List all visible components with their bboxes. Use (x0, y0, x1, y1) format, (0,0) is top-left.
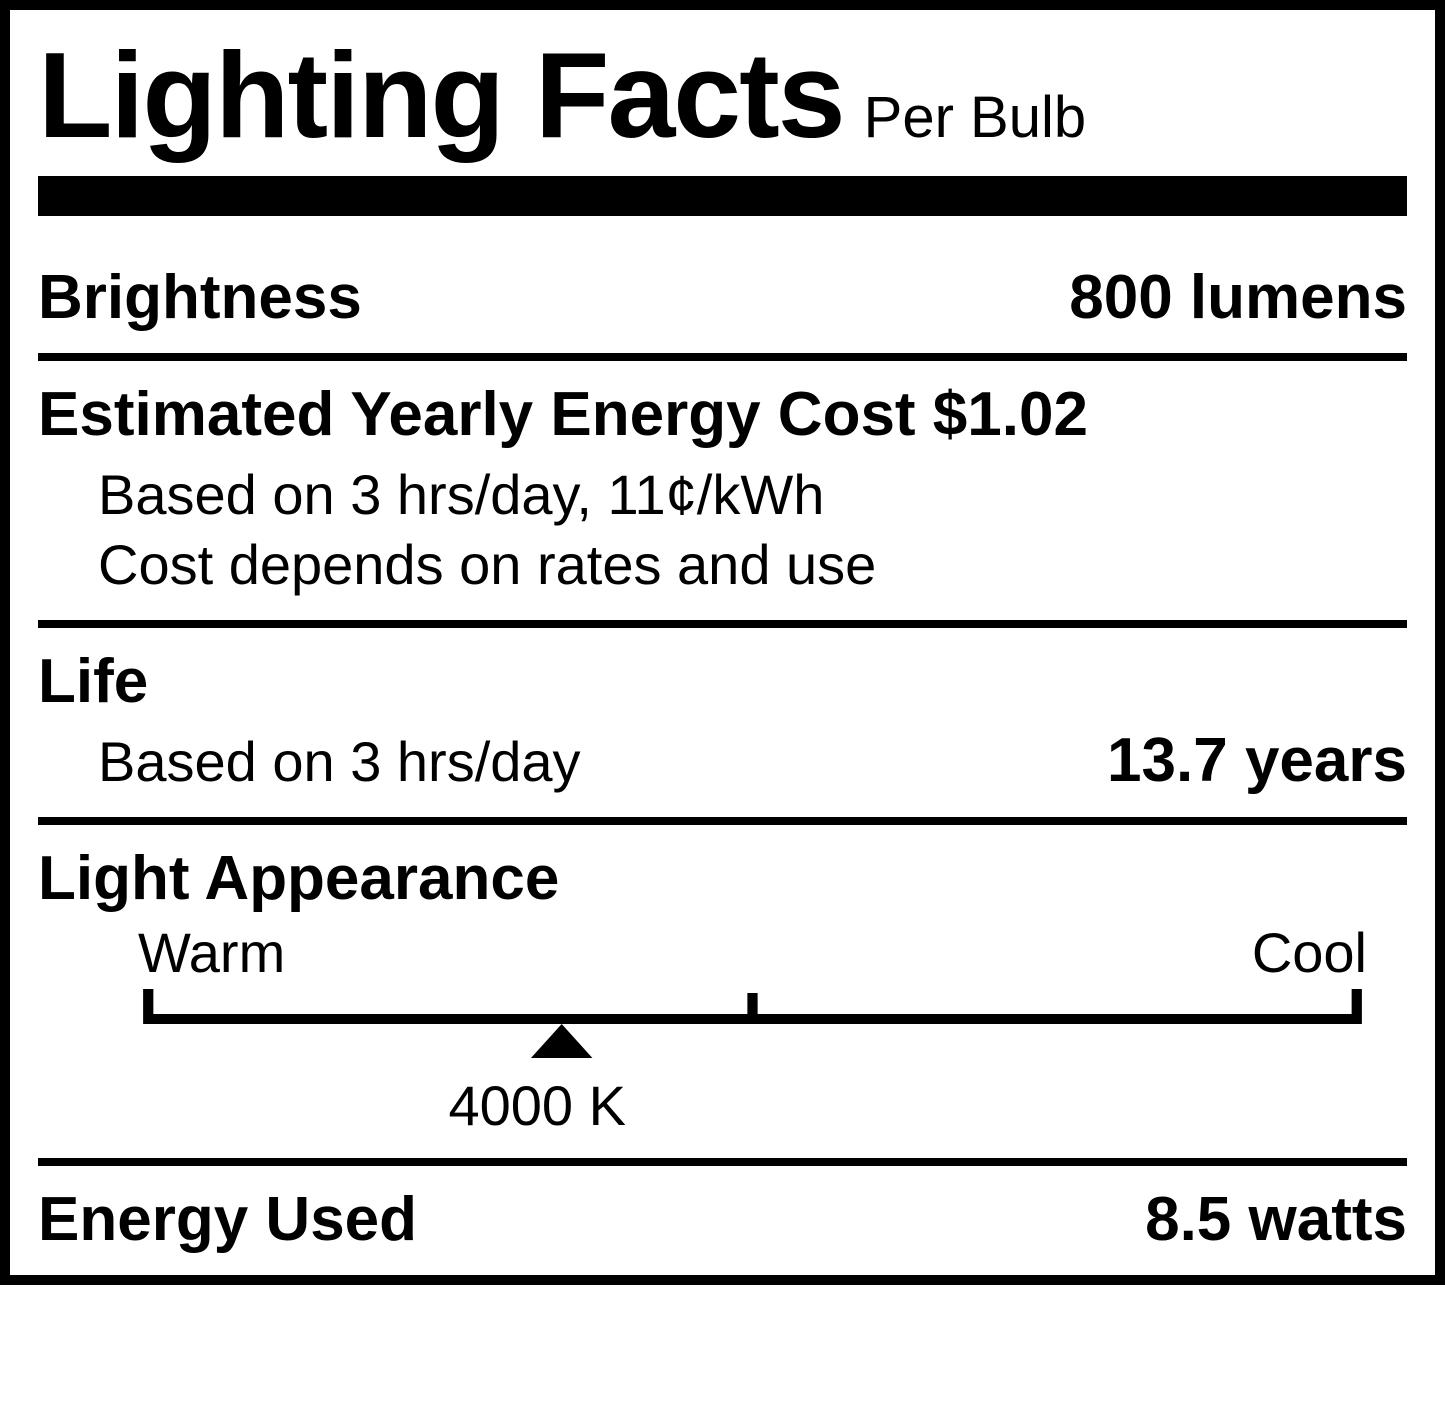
brightness-value: 800 lumens (1069, 262, 1407, 333)
brightness-label: Brightness (38, 262, 362, 333)
life-label: Life (38, 646, 1407, 717)
warm-label: Warm (138, 920, 285, 985)
life-row: Life Based on 3 hrs/day 13.7 years (38, 628, 1407, 825)
brightness-row: Brightness 800 lumens (38, 244, 1407, 361)
energy-label: Energy Used (38, 1184, 417, 1255)
header-divider-bar (38, 176, 1407, 216)
cost-basis: Based on 3 hrs/day, 11¢/kWh (38, 460, 1407, 530)
cost-heading: Estimated Yearly Energy Cost $1.02 (38, 379, 1407, 450)
color-temp-scale: Warm Cool 4000 K (38, 920, 1407, 1138)
panel-title: Lighting Facts (38, 34, 844, 156)
kelvin-value: 4000 K (448, 1073, 1367, 1138)
energy-row: Energy Used 8.5 watts (38, 1166, 1407, 1255)
lighting-facts-panel: Lighting Facts Per Bulb Brightness 800 l… (0, 0, 1445, 1285)
title-row: Lighting Facts Per Bulb (38, 34, 1407, 156)
appearance-label: Light Appearance (38, 843, 1407, 914)
color-temp-scale-svg (138, 989, 1367, 1069)
cost-note: Cost depends on rates and use (38, 530, 1407, 600)
life-value: 13.7 years (1107, 725, 1407, 796)
per-unit-label: Per Bulb (864, 84, 1086, 151)
cost-row: Estimated Yearly Energy Cost $1.02 Based… (38, 361, 1407, 628)
appearance-row: Light Appearance Warm Cool 4000 K (38, 825, 1407, 1166)
life-basis: Based on 3 hrs/day (38, 727, 581, 797)
energy-value: 8.5 watts (1145, 1184, 1407, 1255)
cool-label: Cool (1252, 920, 1367, 985)
